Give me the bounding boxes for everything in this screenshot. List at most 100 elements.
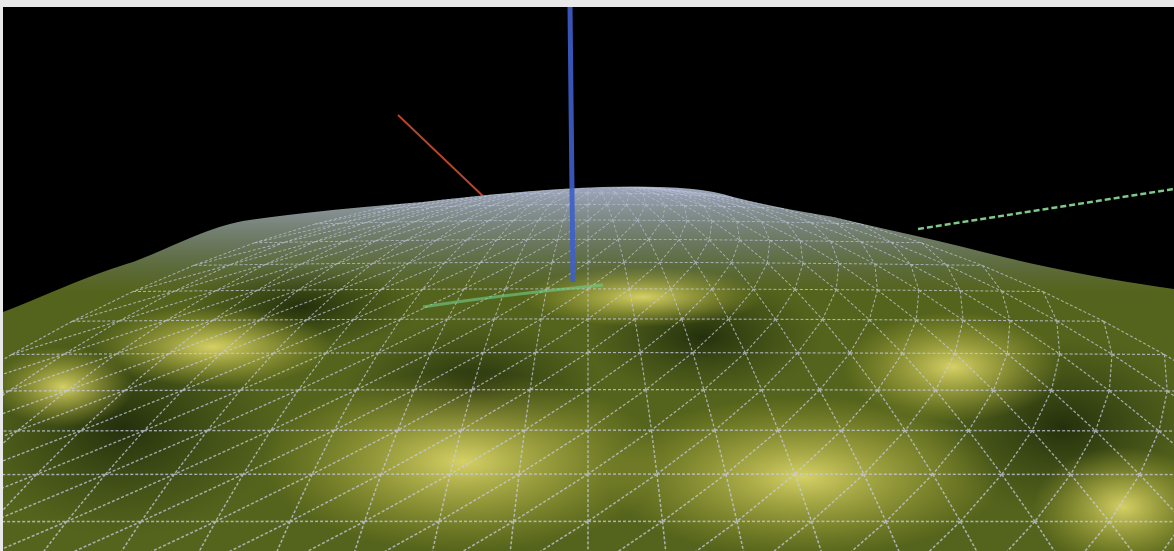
wireframe-edge	[915, 319, 956, 354]
wireframe-edge	[797, 319, 823, 354]
wireframe-edge	[874, 263, 879, 291]
wireframe-edge	[408, 239, 437, 264]
wireframe-edge	[488, 204, 512, 221]
wireframe-edge	[580, 182, 586, 185]
wireframe-edge	[400, 288, 423, 320]
wireframe-edge	[3, 430, 18, 476]
wireframe-edge	[596, 182, 613, 185]
wireframe-edge	[574, 186, 580, 194]
wireframe-edge	[347, 521, 366, 551]
wireframe-edge	[670, 194, 704, 207]
wireframe-edge	[240, 352, 275, 391]
wireframe-edge	[187, 520, 291, 551]
wireframe-edge	[731, 262, 754, 290]
wireframe-edge	[518, 430, 526, 475]
wireframe-edge	[339, 222, 365, 224]
wireframe-edge	[684, 194, 704, 207]
wireframe-edge	[620, 186, 644, 194]
wireframe-edge	[819, 352, 851, 391]
wireframe-edge	[810, 473, 865, 522]
wireframe-edge	[775, 289, 796, 320]
wireframe-edge	[901, 319, 917, 354]
wireframe-edge	[535, 318, 542, 353]
wireframe-edge	[780, 207, 812, 224]
wireframe-edge	[8, 353, 117, 392]
wireframe-edge	[301, 240, 346, 265]
wireframe-edge	[954, 320, 964, 354]
wireframe-edge	[835, 263, 840, 290]
wireframe-edge	[612, 186, 630, 194]
wireframe-edge	[449, 430, 462, 475]
wireframe-edge	[1001, 430, 1033, 475]
wireframe-edge	[670, 288, 683, 320]
wireframe-edge	[698, 195, 724, 207]
wireframe-edge	[488, 204, 531, 221]
wireframe-edge	[265, 241, 316, 265]
wireframe-edge	[910, 264, 961, 292]
wireframe-edge	[132, 264, 230, 292]
wireframe-edge	[491, 194, 506, 196]
wireframe-edge	[587, 429, 652, 475]
wireframe-edge	[932, 430, 970, 475]
wireframe-edge	[992, 353, 1008, 391]
wireframe-edge	[505, 186, 564, 190]
wireframe-edge	[513, 186, 567, 189]
wireframe-edge	[860, 223, 922, 244]
wireframe-edge	[256, 263, 302, 291]
wireframe-edge	[413, 352, 484, 391]
wireframe-edge	[794, 429, 843, 475]
wireframe-edge	[1050, 353, 1061, 391]
wireframe-edge	[549, 192, 561, 205]
wireframe-edge	[993, 389, 1033, 432]
wireframe-edge	[587, 219, 614, 240]
wireframe-edge	[708, 220, 713, 240]
wireframe-edge	[587, 204, 608, 221]
wireframe-edge	[703, 352, 746, 391]
wireframe-edge	[529, 352, 589, 391]
wireframe-edge	[301, 240, 376, 265]
y-axis-line	[917, 187, 1174, 231]
wireframe-edge	[725, 473, 738, 522]
wireframe-edge	[444, 239, 467, 263]
wireframe-edge	[830, 241, 840, 264]
wireframe-edge	[193, 242, 255, 266]
wireframe-edge	[433, 195, 478, 208]
wireframe-edge	[212, 289, 299, 321]
wireframe-edge	[1158, 430, 1174, 476]
wireframe-edge	[311, 430, 335, 475]
wireframe-edge	[1042, 291, 1104, 322]
wireframe-edge	[874, 263, 920, 291]
wireframe-edge	[645, 187, 671, 195]
wireframe-edge	[946, 264, 1002, 292]
wireframe-edge	[810, 521, 829, 551]
wireframe-edge	[1108, 474, 1141, 522]
wireframe-edge	[904, 389, 937, 431]
wireframe-edge	[240, 352, 327, 391]
wireframe-edge	[684, 194, 724, 207]
wireframe-edge	[414, 206, 454, 223]
wireframe-edge	[728, 318, 746, 353]
wireframe-edge	[604, 186, 616, 194]
wireframe-edge	[215, 473, 313, 523]
wireframe-edge	[560, 186, 572, 194]
wireframe-edge	[463, 204, 511, 222]
3d-viewport[interactable]	[3, 7, 1174, 551]
wireframe-edge	[513, 204, 550, 221]
wireframe-edge	[599, 183, 621, 186]
wireframe-edge	[623, 262, 630, 289]
wireframe-edge	[681, 318, 694, 353]
wireframe-edge	[1094, 390, 1110, 432]
wireframe-edge	[505, 261, 553, 290]
wireframe-edge	[692, 318, 730, 354]
wireframe-edge	[444, 239, 498, 264]
wireframe-edge	[557, 186, 561, 188]
wireframe-edge	[524, 389, 589, 431]
wireframe-edge	[877, 389, 906, 431]
wireframe-edge	[438, 473, 451, 522]
wireframe-edge	[742, 206, 787, 223]
wireframe-edge	[414, 206, 434, 208]
wireframe-edge	[1108, 521, 1149, 551]
wireframe-edge	[414, 195, 465, 208]
wireframe-edge	[107, 521, 142, 551]
wireframe-edge	[684, 194, 699, 196]
